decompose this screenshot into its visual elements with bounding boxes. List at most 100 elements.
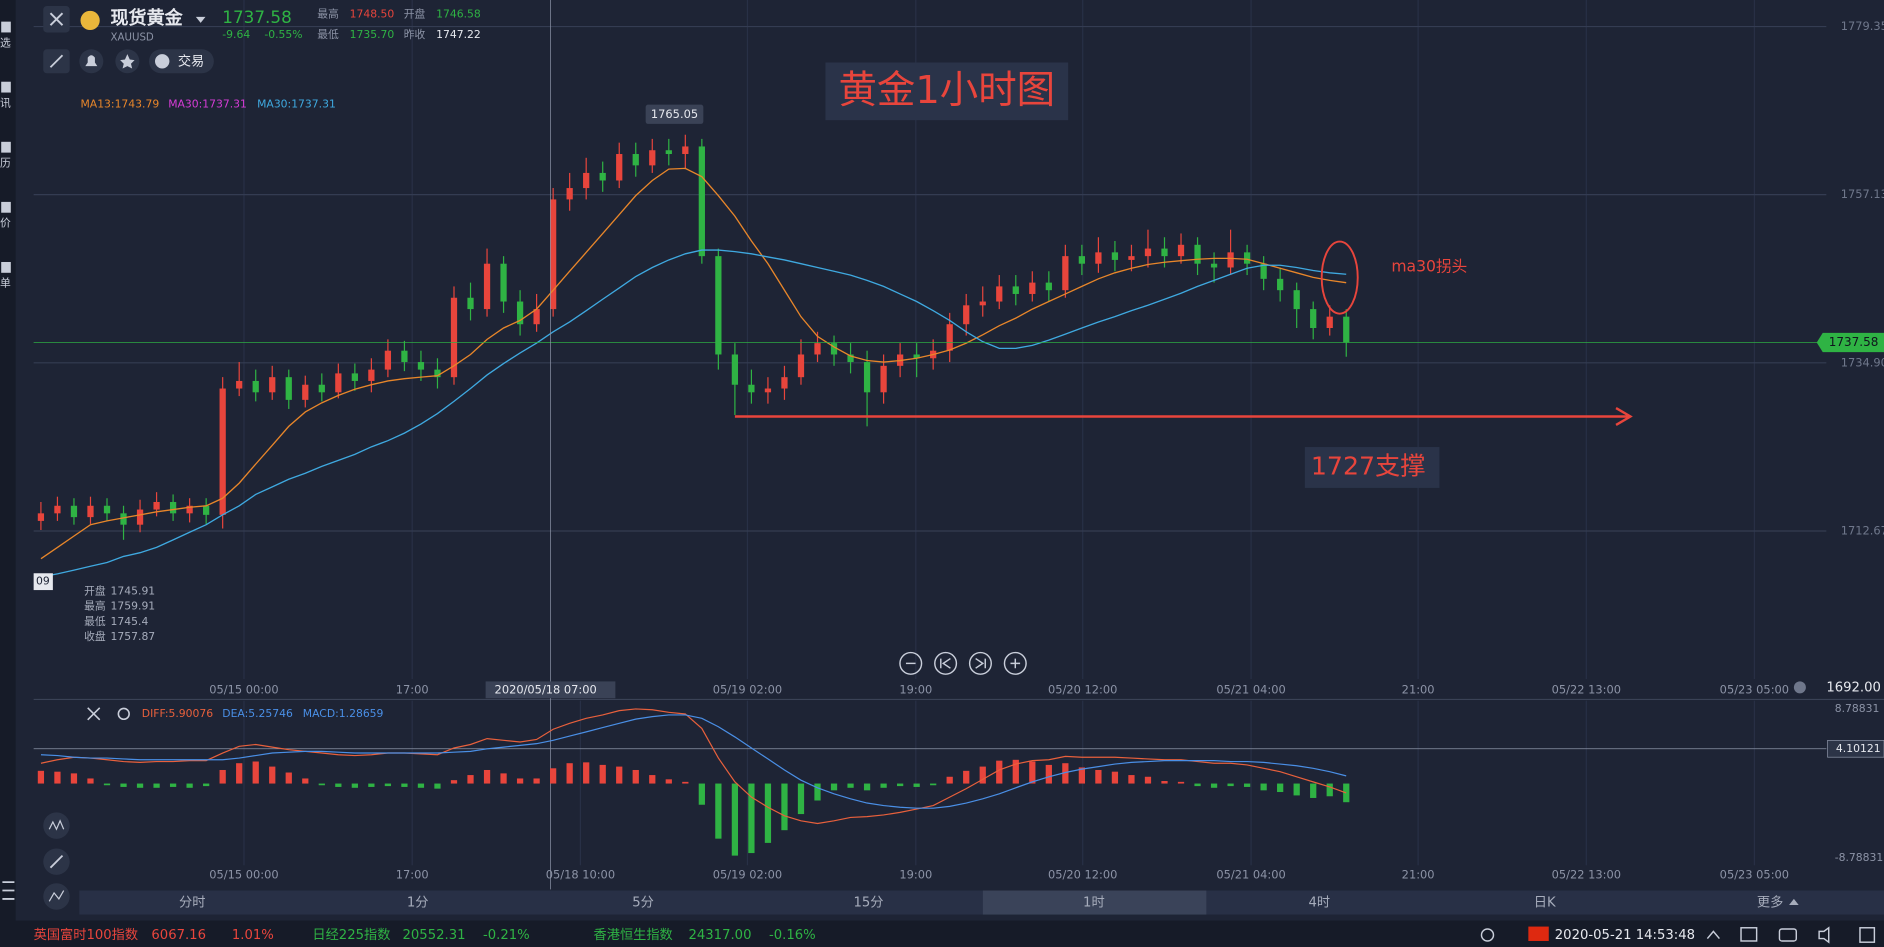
ma-line [40,167,1347,560]
menu-icon[interactable] [2,881,15,900]
annotation: ma30拐头 [1391,257,1467,275]
sidebar-label: 讯 [0,96,11,109]
legend-entry: MACD:1.28659 [303,707,384,720]
legend-entry: MA30:1737.31 [168,98,247,111]
ticker-name: 香港恒生指数 [594,927,673,943]
legend-entry: MA30:1737.31 [257,98,336,111]
macd-bar [1095,769,1102,784]
candle-body [979,301,986,306]
macd-bar [1078,767,1086,784]
instrument-name[interactable]: 现货黄金 [111,7,184,29]
macd-bar [169,783,177,787]
candle-body [1227,252,1234,268]
macd-bar [186,783,193,788]
candle-body [566,188,573,200]
macd-bar [1194,783,1201,787]
candle-body [434,369,441,378]
sidebar-icon [1,261,11,273]
link-icon[interactable] [1480,928,1495,942]
candle-body [946,324,953,351]
dropdown-caret[interactable] [195,16,206,23]
annotation: 1727支撑 [1311,451,1426,480]
support-arrow [734,407,1633,426]
candle-body [103,505,111,514]
candle-body [219,388,226,515]
legend-entry: MA13:1743.79 [81,98,160,111]
layout-icon[interactable] [1859,927,1876,943]
camera-icon[interactable] [1778,928,1798,942]
macd-bar [153,783,160,788]
macd-bar [632,769,639,784]
price: 1737.58 [222,7,292,27]
ma-line [40,249,1347,578]
info-label: 最低 [84,615,106,628]
cursor-box [1827,740,1884,758]
legend-entry: DIFF:5.90076 [142,707,213,720]
scroll-start[interactable] [934,651,958,675]
nav-buttons [899,651,1027,675]
chart-title: 黄金1小时图 [838,68,1055,113]
macd-bar [930,783,937,786]
zoom-in[interactable] [1003,651,1027,675]
tab[interactable]: 5分 [632,895,654,911]
expand-icon[interactable] [1706,930,1720,940]
scroll-end[interactable] [968,651,992,675]
macd-bar [285,772,292,784]
sound-icon[interactable] [1818,926,1830,944]
stat-value: 1748.50 [350,7,395,20]
instrument-symbol: XAUUSD [111,32,154,43]
candle-body [302,384,309,400]
macd-close[interactable] [87,707,101,721]
macd-bar [566,763,573,784]
x-tick-label: 05/22 13:00 [1552,682,1621,696]
candle-body [632,154,639,166]
info-value: 1745.91 [111,584,156,597]
candle-body [351,373,358,381]
x-tick-label: 19:00 [899,867,932,881]
macd-bar [500,773,507,784]
window-icon[interactable] [1740,927,1758,942]
tab[interactable]: 1时 [1083,895,1105,911]
candle-body [169,501,177,514]
sidebar-icon [1,201,11,213]
info-label: 开盘 [84,583,106,597]
stat-value: 1746.58 [436,7,481,20]
x-tick-label: 05/19 02:00 [713,682,782,696]
candle-body [1293,290,1300,310]
macd-bar [87,778,94,784]
macd-bar [103,783,111,786]
tab[interactable]: 15分 [853,895,883,911]
candle-body [37,513,45,521]
macd-bar [434,783,441,789]
tab[interactable]: 1分 [407,895,429,911]
candle-body [1260,263,1267,279]
zoom-out[interactable] [899,651,923,675]
macd-bar [351,783,358,788]
candle-body [450,297,458,378]
macd-bar [1029,761,1036,784]
y-tick-label: 1712.67 [1841,523,1884,537]
candle-body [1243,252,1251,264]
candle-body [285,377,292,400]
candle-body [599,172,606,181]
candle-body [698,146,705,257]
indicator-button[interactable] [43,812,70,839]
x-tick-label: 05/23 05:00 [1720,682,1789,696]
annotation-circle [1320,240,1359,315]
macd-bar [533,778,540,784]
tab[interactable]: 日K [1534,896,1556,911]
tab[interactable]: 更多 [1757,894,1783,911]
candle-body [318,384,325,393]
macd-bar [1144,776,1152,784]
macd-bar [269,766,276,784]
candle-body [483,263,491,310]
tab[interactable]: 分时 [179,895,205,911]
candle-body [203,505,210,515]
macd-settings[interactable] [117,707,130,721]
x-tick-label: 05/19 02:00 [713,867,782,881]
macd-bar [599,764,606,784]
tab[interactable]: 4时 [1308,895,1330,911]
ticker-change: 1.01% [232,928,274,943]
trade-label[interactable]: 交易 [178,52,204,69]
